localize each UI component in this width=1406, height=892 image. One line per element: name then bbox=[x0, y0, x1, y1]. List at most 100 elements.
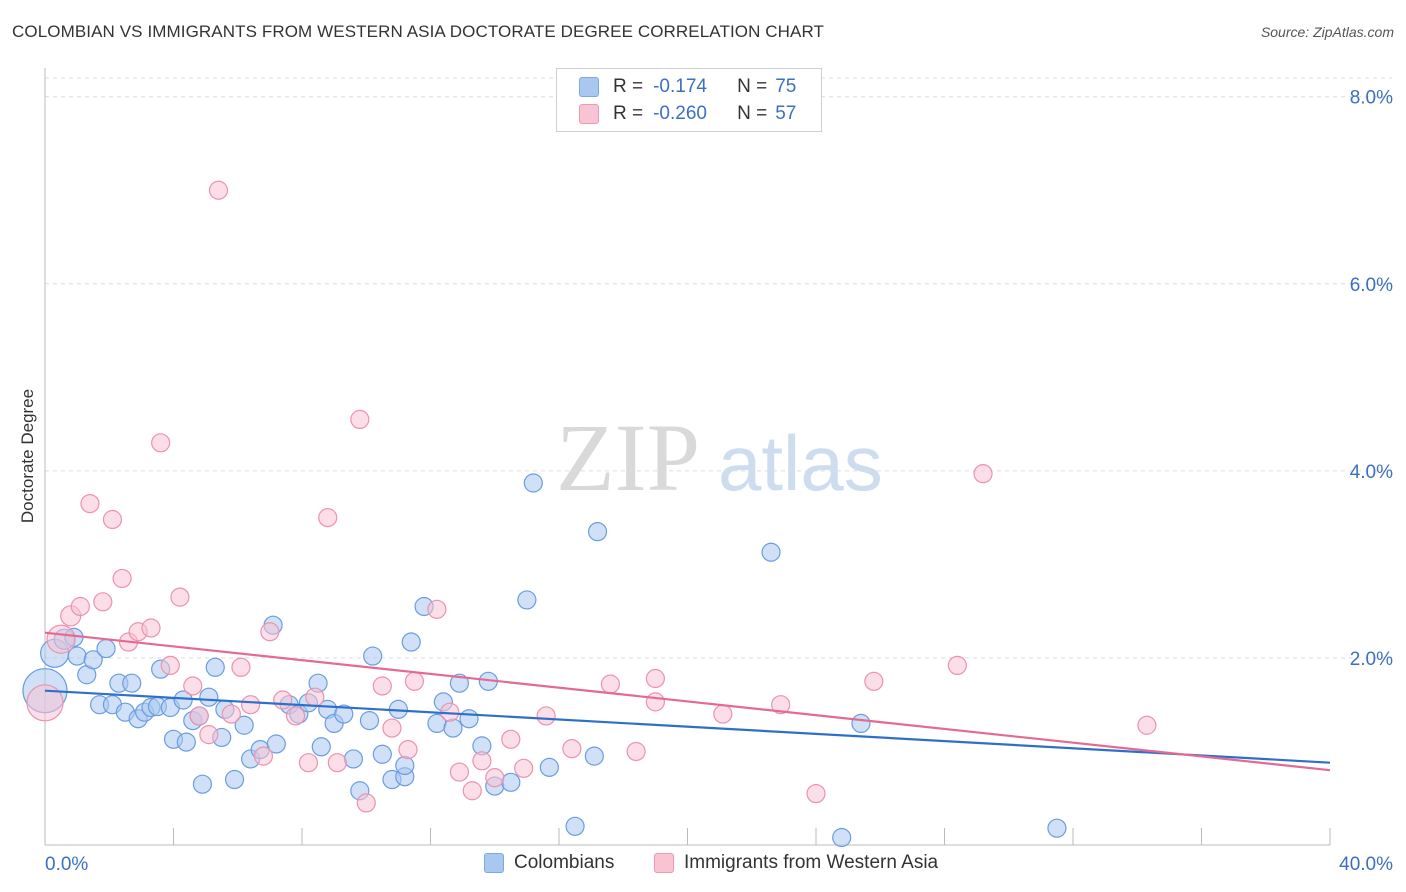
trend-lines bbox=[44, 631, 1331, 772]
watermark: ZIP atlas bbox=[556, 404, 883, 511]
data-point bbox=[462, 781, 482, 801]
data-point bbox=[587, 522, 608, 542]
data-point bbox=[395, 755, 415, 776]
data-point bbox=[973, 464, 993, 484]
data-point bbox=[363, 646, 383, 666]
data-point bbox=[170, 587, 190, 607]
data-point bbox=[356, 793, 376, 813]
data-point bbox=[231, 657, 251, 677]
legend-item-colombians[interactable]: Colombians bbox=[484, 852, 614, 874]
y-tick-label: 2.0% bbox=[1350, 649, 1393, 670]
data-point bbox=[449, 762, 470, 782]
data-point bbox=[947, 655, 967, 676]
data-point bbox=[96, 638, 116, 659]
data-point bbox=[234, 715, 254, 735]
data-point bbox=[472, 751, 492, 771]
data-point bbox=[626, 741, 646, 762]
data-point bbox=[80, 493, 100, 514]
data-point bbox=[443, 718, 463, 738]
data-point bbox=[404, 671, 425, 691]
data-point bbox=[1047, 818, 1067, 838]
data-point bbox=[151, 433, 171, 453]
data-point bbox=[334, 704, 354, 724]
data-point bbox=[501, 729, 521, 749]
y-tick-label: 8.0% bbox=[1350, 88, 1393, 109]
data-point bbox=[459, 709, 479, 729]
data-point bbox=[350, 409, 370, 430]
data-point bbox=[173, 690, 193, 710]
n-label: N = bbox=[737, 76, 768, 97]
series-western-asia-points bbox=[26, 180, 1157, 813]
data-point bbox=[70, 596, 90, 617]
grid-lines bbox=[45, 77, 1392, 659]
r-value: -0.174 bbox=[653, 76, 707, 97]
data-point bbox=[102, 509, 123, 530]
data-point bbox=[205, 657, 225, 677]
data-point bbox=[584, 746, 604, 766]
watermark-atlas: atlas bbox=[718, 419, 883, 507]
data-point bbox=[241, 695, 261, 715]
data-point bbox=[298, 753, 319, 773]
data-point bbox=[427, 599, 447, 619]
x-tick-label-min: 0.0% bbox=[45, 854, 88, 875]
data-point bbox=[224, 769, 245, 790]
r-value: -0.260 bbox=[653, 103, 707, 124]
data-point bbox=[285, 706, 306, 726]
data-point bbox=[645, 668, 665, 689]
data-point bbox=[305, 687, 325, 707]
data-point bbox=[359, 710, 380, 731]
data-point bbox=[199, 725, 219, 745]
data-point bbox=[311, 737, 331, 757]
data-point bbox=[160, 655, 180, 676]
data-point bbox=[401, 632, 421, 652]
data-point bbox=[372, 744, 392, 764]
data-point bbox=[46, 624, 76, 654]
legend-item-western-asia[interactable]: Immigrants from Western Asia bbox=[654, 852, 938, 874]
chart-title: COLOMBIAN VS IMMIGRANTS FROM WESTERN ASI… bbox=[12, 22, 825, 41]
legend-swatch-colombians bbox=[484, 853, 504, 873]
r-label: R = bbox=[613, 103, 644, 124]
n-label: N = bbox=[737, 103, 768, 124]
data-point bbox=[501, 772, 521, 792]
data-point bbox=[199, 687, 219, 707]
y-tick-label: 6.0% bbox=[1350, 275, 1393, 296]
data-point bbox=[645, 692, 665, 712]
data-point bbox=[260, 622, 280, 642]
series-colombians-points bbox=[22, 473, 1067, 848]
data-point bbox=[208, 180, 229, 200]
data-point bbox=[1137, 715, 1157, 735]
data-point bbox=[771, 695, 791, 715]
data-point bbox=[327, 753, 347, 773]
data-point bbox=[253, 746, 274, 766]
data-point bbox=[273, 690, 293, 710]
legend-swatch-western-asia bbox=[579, 104, 599, 124]
legend-label-western-asia: Immigrants from Western Asia bbox=[684, 852, 939, 873]
tick-labels: 2.0% 4.0% 6.0% 8.0% 0.0% 40.0% bbox=[45, 88, 1393, 875]
legend-row-western-asia: R = -0.260 N = 57 bbox=[579, 101, 796, 127]
data-point bbox=[449, 673, 470, 693]
data-point bbox=[600, 674, 621, 694]
data-point bbox=[141, 618, 161, 638]
data-point bbox=[382, 718, 402, 738]
trend-line bbox=[44, 689, 1331, 764]
data-point bbox=[562, 739, 582, 759]
data-point bbox=[761, 542, 781, 562]
data-point bbox=[83, 650, 103, 670]
data-point bbox=[806, 783, 826, 804]
data-point bbox=[372, 676, 392, 696]
data-point bbox=[514, 758, 534, 778]
source-credit: Source: ZipAtlas.com bbox=[1260, 24, 1394, 40]
watermark-zip: ZIP bbox=[556, 404, 700, 511]
legend-swatch-colombians bbox=[579, 77, 599, 97]
data-point bbox=[112, 568, 132, 589]
data-point bbox=[398, 739, 418, 760]
data-point bbox=[832, 827, 852, 848]
legend-label-colombians: Colombians bbox=[514, 852, 615, 873]
data-point bbox=[192, 774, 213, 794]
data-point bbox=[485, 768, 505, 788]
r-label: R = bbox=[613, 76, 644, 97]
n-value: 75 bbox=[775, 76, 797, 97]
data-point bbox=[851, 713, 871, 734]
data-point bbox=[93, 592, 113, 612]
data-point bbox=[176, 732, 196, 752]
